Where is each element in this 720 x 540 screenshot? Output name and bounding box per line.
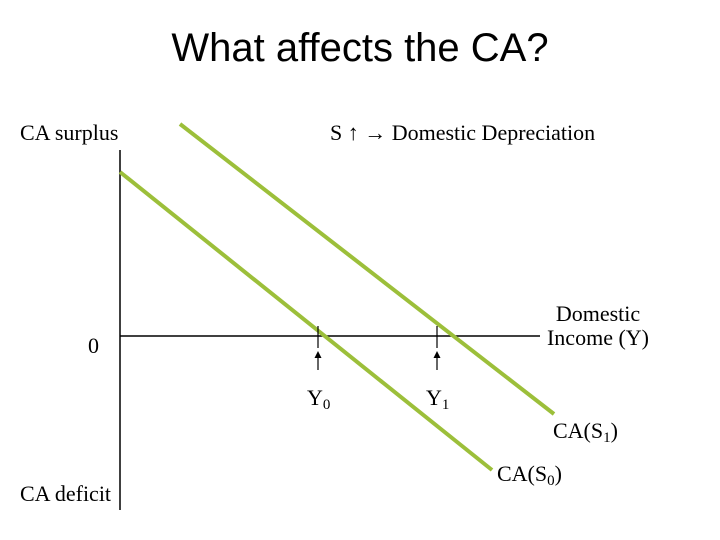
label-ca-s1-subscript: 1 xyxy=(603,430,611,446)
marker-y1-label: Y xyxy=(426,385,442,410)
label-origin: 0 xyxy=(88,333,99,358)
arrow-y0 xyxy=(314,351,322,370)
marker-y1-subscript: 1 xyxy=(441,397,450,413)
label-annotation: S ↑ → Domestic Depreciation xyxy=(330,120,596,145)
label-x-axis-line1: Domestic xyxy=(555,301,641,326)
marker-y0: Y0 xyxy=(307,385,331,414)
marker-y0-label: Y xyxy=(307,385,323,410)
label-ca-surplus: CA surplus xyxy=(20,120,119,145)
label-ca-s1: CA(S1) xyxy=(553,418,618,447)
label-ca-deficit: CA deficit xyxy=(20,481,112,506)
arrow-y1 xyxy=(433,351,441,370)
label-ca-s0: CA(S0) xyxy=(497,461,562,490)
label-ca-s0-subscript: 0 xyxy=(547,473,555,489)
curve-ca-s0 xyxy=(118,170,494,472)
label-ca-s0-suffix: ) xyxy=(554,461,562,486)
label-ca-s1-text: CA(S xyxy=(553,418,604,443)
label-x-axis: Domestic Income (Y) xyxy=(536,301,660,351)
marker-y1: Y1 xyxy=(426,385,450,414)
label-ca-s0-text: CA(S xyxy=(497,461,548,486)
curve-ca-s1 xyxy=(178,122,556,416)
slide-title: What affects the CA? xyxy=(171,26,549,70)
marker-y0-subscript: 0 xyxy=(322,397,331,413)
label-x-axis-line2: Income (Y) xyxy=(546,325,649,351)
label-ca-s1-suffix: ) xyxy=(610,418,618,443)
